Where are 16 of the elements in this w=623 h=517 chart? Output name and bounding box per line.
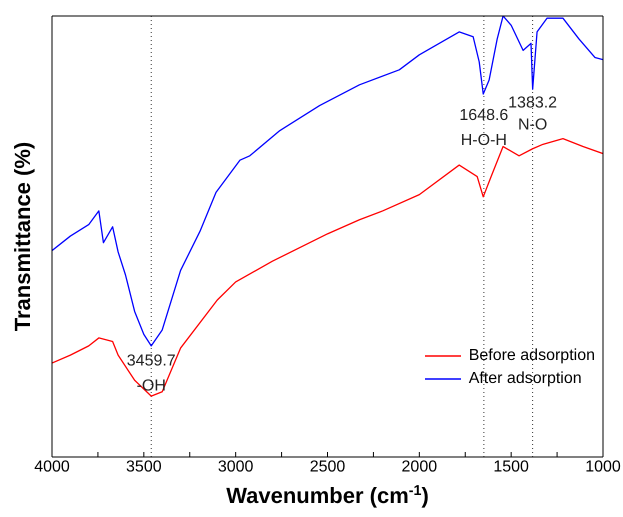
legend-label: After adsorption [468, 369, 582, 389]
annotation: N-O [518, 116, 548, 134]
annotation: H-O-H [460, 132, 507, 150]
x-tick-label: 3000 [218, 458, 254, 476]
x-axis-title: Wavenumber (cm$^{-1}$) [226, 483, 429, 508]
x-tick-label: 3500 [126, 458, 162, 476]
x-tick-label: 4000 [34, 458, 70, 476]
x-tick-label: 1500 [493, 458, 530, 476]
annotation: 3459.7 [126, 352, 176, 370]
x-tick-label: 2500 [310, 458, 346, 476]
legend-label: Before adsorption [468, 346, 595, 366]
annotation: 1383.2 [508, 94, 558, 112]
y-axis-title: Transmittance (%) [10, 142, 35, 332]
annotation: 1648.6 [459, 107, 508, 124]
x-tick-label: 2000 [402, 458, 438, 476]
x-tick-label: 1000 [585, 458, 621, 476]
